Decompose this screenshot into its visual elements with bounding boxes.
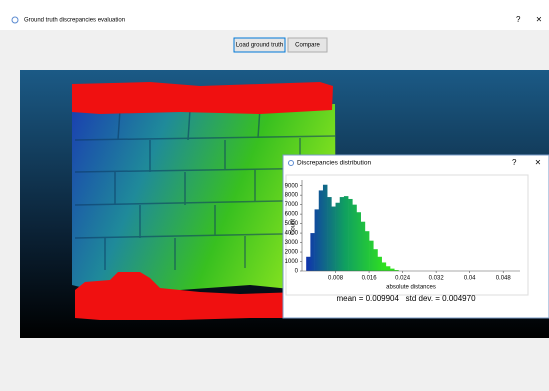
histogram-bar bbox=[336, 203, 340, 271]
y-tick-label: 6000 bbox=[285, 212, 299, 218]
histogram-bar bbox=[382, 262, 386, 271]
help-button[interactable]: ? bbox=[516, 15, 521, 24]
y-tick-label: 7000 bbox=[285, 202, 299, 208]
screen: Ground truth discrepancies evaluation ? … bbox=[0, 0, 549, 391]
window-title: Ground truth discrepancies evaluation bbox=[24, 18, 125, 24]
histogram-bar bbox=[323, 185, 327, 271]
histogram-bar bbox=[340, 197, 344, 271]
y-tick-label: 3000 bbox=[285, 240, 299, 246]
title-bar bbox=[0, 0, 549, 30]
histogram-bar bbox=[373, 249, 377, 271]
page: {"window": {"title": "Ground truth discr… bbox=[0, 0, 549, 391]
y-tick-label: 4000 bbox=[285, 231, 299, 237]
caption: mean = 0.009904 std dev. = 0.004970 bbox=[336, 294, 476, 303]
x-tick-label: 0.032 bbox=[429, 276, 445, 282]
button-label[interactable]: Compare bbox=[295, 43, 320, 49]
histogram-bar bbox=[369, 241, 373, 271]
histogram-bar bbox=[365, 231, 369, 271]
histogram-bar bbox=[361, 222, 365, 271]
histogram-bar bbox=[352, 205, 356, 271]
histogram-bar bbox=[310, 233, 314, 271]
y-tick-label: 1000 bbox=[285, 259, 299, 265]
histogram-bar bbox=[306, 257, 310, 271]
help-button[interactable]: ? bbox=[512, 158, 517, 167]
dialog-title: Discrepancies distribution bbox=[297, 160, 371, 167]
x-tick-label: 0.008 bbox=[328, 276, 344, 282]
histogram-bar bbox=[331, 207, 335, 271]
x-tick-label: 0.048 bbox=[496, 276, 512, 282]
histogram-bar bbox=[390, 269, 394, 271]
button-label[interactable]: Load ground truth bbox=[236, 43, 283, 49]
y-tick-label: 2000 bbox=[285, 250, 299, 256]
histogram-bar bbox=[348, 199, 352, 271]
histogram-bar bbox=[319, 190, 323, 271]
y-tick-label: 5000 bbox=[285, 221, 299, 227]
y-tick-label: 9000 bbox=[285, 183, 299, 189]
histogram-bar bbox=[377, 257, 381, 271]
histogram-bar bbox=[357, 212, 361, 271]
x-axis-label: absolute distances bbox=[386, 285, 436, 291]
histogram-bar bbox=[386, 266, 390, 271]
x-tick-label: 0.04 bbox=[464, 276, 476, 282]
histogram-bar bbox=[344, 196, 348, 271]
x-tick-label: 0.016 bbox=[362, 276, 378, 282]
x-tick-label: 0.024 bbox=[395, 276, 411, 282]
close-button[interactable]: × bbox=[536, 15, 542, 26]
histogram-bar bbox=[315, 209, 319, 271]
y-tick-label: 8000 bbox=[285, 193, 299, 199]
close-button[interactable]: × bbox=[535, 158, 541, 169]
histogram-bar bbox=[327, 197, 331, 271]
